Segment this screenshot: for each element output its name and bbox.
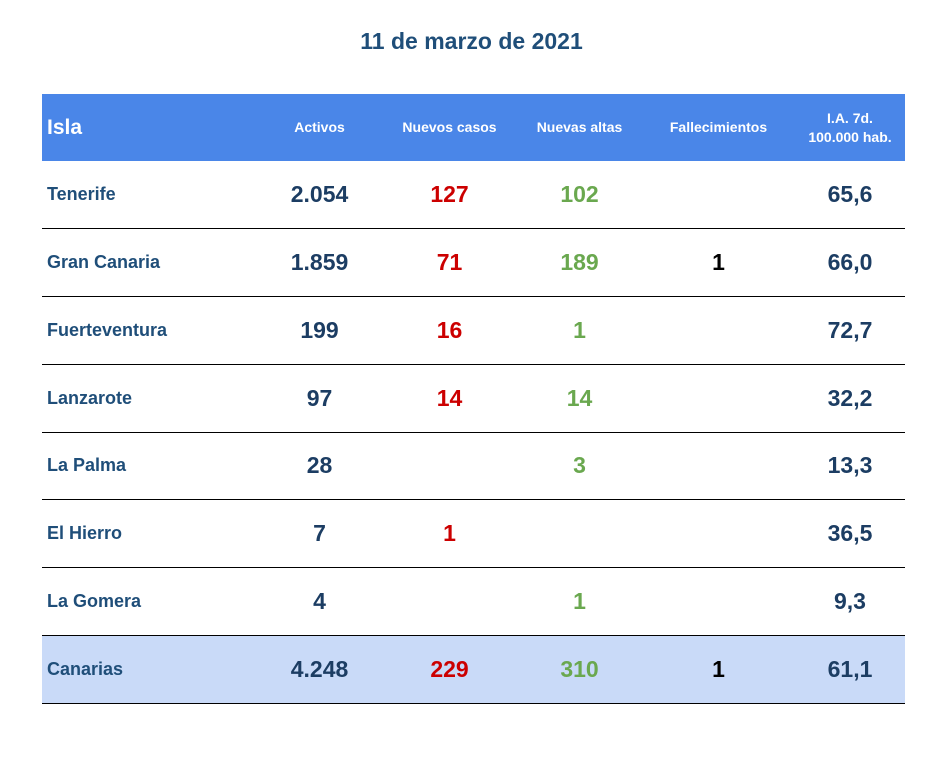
cell-fallecimientos: 1	[712, 249, 725, 276]
total-row: Canarias 4.248 229 310 1 61,1	[42, 635, 905, 703]
cell-isla: La Gomera	[47, 590, 142, 611]
cell-isla: El Hierro	[47, 523, 123, 544]
header-ia-line1: I.A. 7d.	[827, 109, 873, 126]
cell-nuevos-casos: 71	[436, 249, 463, 276]
cell-nuevas-altas: 1	[573, 316, 586, 343]
cell-ia: 66,0	[827, 249, 873, 276]
table-row: Lanzarote 97 14 14 32,2	[42, 364, 905, 432]
table-row: El Hierro 7 1 36,5	[42, 500, 905, 568]
cell-isla: Canarias	[47, 658, 124, 679]
cell-isla: La Palma	[47, 455, 127, 476]
cell-nuevos-casos: 127	[430, 181, 469, 208]
table-row: Tenerife 2.054 127 102 65,6	[42, 161, 905, 229]
cell-nuevas-altas: 102	[560, 181, 599, 208]
cell-nuevas-altas: 310	[560, 655, 599, 682]
cell-fallecimientos: 1	[712, 655, 725, 682]
table-body: Tenerife 2.054 127 102 65,6 Gran Canaria…	[42, 161, 905, 703]
cell-ia: 13,3	[827, 452, 873, 479]
header-nuevas-altas: Nuevas altas	[536, 119, 623, 135]
cell-activos: 1.859	[290, 249, 349, 276]
table-row: La Gomera 4 1 9,3	[42, 568, 905, 636]
cell-nuevas-altas: 1	[573, 587, 586, 614]
cell-isla: Fuerteventura	[47, 319, 168, 340]
cell-nuevas-altas: 189	[560, 249, 599, 276]
cell-nuevas-altas	[517, 500, 642, 568]
cell-activos: 4.248	[290, 655, 349, 682]
header-ia: I.A. 7d. 100.000 hab.	[795, 94, 905, 161]
cell-fallecimientos	[642, 297, 795, 365]
header-activos: Activos	[294, 119, 345, 135]
table-header: Isla Activos Nuevos casos Nuevas altas F…	[42, 94, 905, 161]
cell-activos: 2.054	[290, 181, 349, 208]
page-title: 11 de marzo de 2021	[360, 28, 583, 54]
cell-nuevos-casos: 14	[436, 384, 463, 411]
cell-nuevas-altas: 14	[566, 384, 593, 411]
cell-fallecimientos	[642, 161, 795, 229]
cell-ia: 72,7	[827, 316, 873, 343]
cell-activos: 199	[300, 316, 339, 343]
cell-fallecimientos	[642, 568, 795, 636]
header-nuevos-casos: Nuevos casos	[402, 119, 497, 135]
cell-ia: 61,1	[827, 655, 873, 682]
cell-activos: 97	[306, 384, 333, 411]
cell-ia: 65,6	[827, 181, 873, 208]
cell-activos: 28	[306, 452, 333, 479]
cell-isla: Lanzarote	[47, 387, 133, 408]
cell-nuevos-casos	[382, 568, 517, 636]
cell-isla: Tenerife	[47, 184, 116, 205]
cell-isla: Gran Canaria	[47, 252, 161, 273]
header-row: Isla Activos Nuevos casos Nuevas altas F…	[42, 94, 905, 161]
cell-ia: 36,5	[827, 520, 873, 547]
cell-nuevos-casos: 229	[430, 655, 469, 682]
cell-fallecimientos	[642, 500, 795, 568]
island-stats-table: Isla Activos Nuevos casos Nuevas altas F…	[42, 94, 905, 704]
cell-nuevos-casos: 1	[443, 520, 456, 547]
cell-nuevos-casos: 16	[436, 316, 463, 343]
header-isla: Isla	[47, 116, 83, 139]
cell-fallecimientos	[642, 364, 795, 432]
header-ia-line2: 100.000 hab.	[808, 128, 892, 145]
cell-nuevas-altas: 3	[573, 452, 586, 479]
cell-nuevos-casos	[382, 432, 517, 500]
table-row: La Palma 28 3 13,3	[42, 432, 905, 500]
table-row: Fuerteventura 199 16 1 72,7	[42, 297, 905, 365]
cell-fallecimientos	[642, 432, 795, 500]
header-fallecimientos: Fallecimientos	[669, 119, 768, 135]
cell-activos: 7	[313, 520, 326, 547]
cell-activos: 4	[313, 587, 326, 614]
table-row: Gran Canaria 1.859 71 189 1 66,0	[42, 229, 905, 297]
cell-ia: 32,2	[827, 384, 873, 411]
cell-ia: 9,3	[834, 587, 866, 614]
